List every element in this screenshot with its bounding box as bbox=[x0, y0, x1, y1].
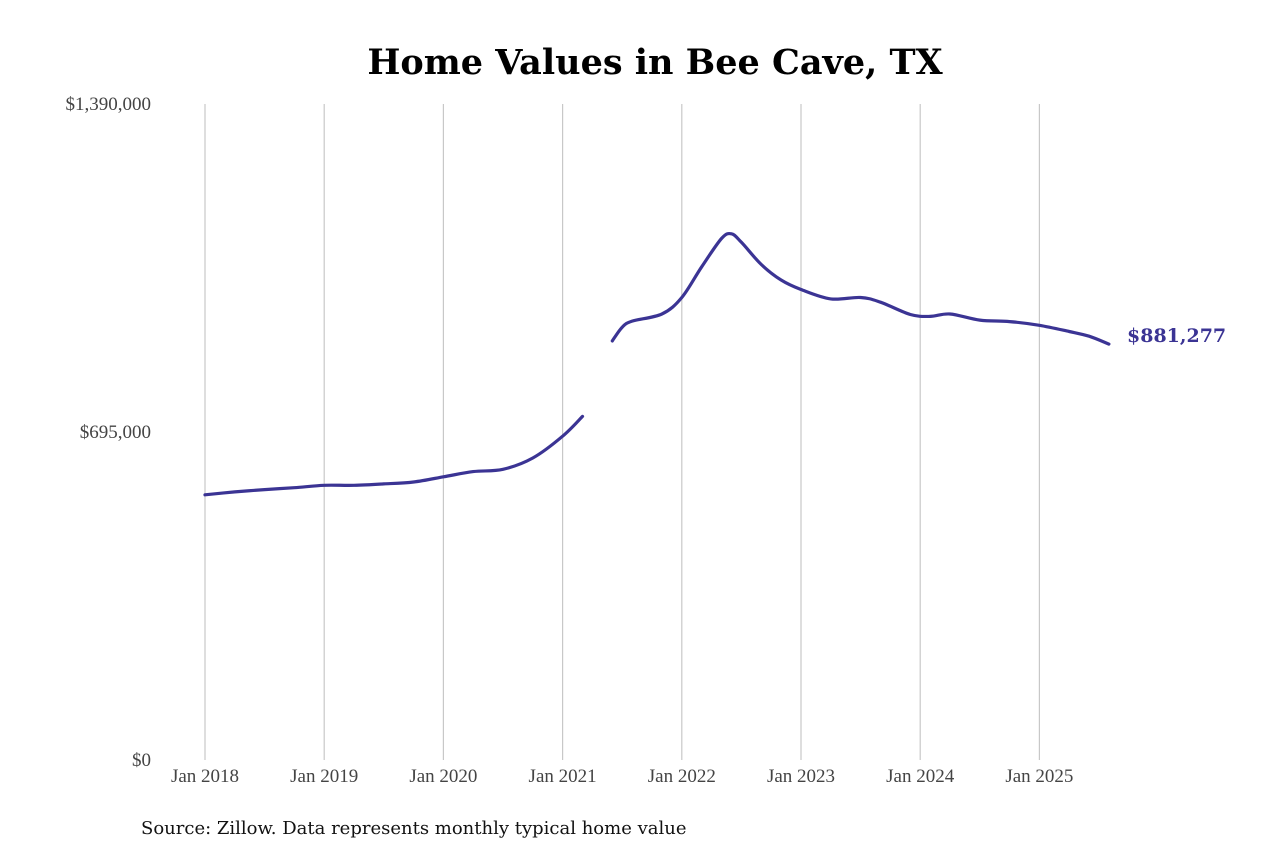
grid-lines bbox=[204, 104, 1041, 760]
y-tick-label-1: $695,000 bbox=[80, 422, 151, 443]
series-lines bbox=[203, 231, 1111, 497]
chart-title: Home Values in Bee Cave, TX bbox=[367, 42, 943, 83]
x-tick-label-1: Jan 2019 bbox=[290, 766, 358, 787]
x-tick-label-0: Jan 2018 bbox=[171, 766, 239, 787]
y-tick-label-0: $1,390,000 bbox=[66, 94, 152, 115]
x-tick-label-6: Jan 2024 bbox=[886, 766, 955, 787]
series-line-segment-1 bbox=[610, 231, 1111, 346]
end-value-label: $881,277 bbox=[1127, 325, 1226, 347]
x-tick-label-3: Jan 2021 bbox=[529, 766, 597, 787]
x-axis-ticks: Jan 2018 Jan 2019 Jan 2020 Jan 2021 Jan 2022… bbox=[171, 766, 1073, 787]
series-line-segment-0 bbox=[203, 414, 585, 497]
x-tick-label-5: Jan 2023 bbox=[767, 766, 835, 787]
x-tick-label-2: Jan 2020 bbox=[409, 766, 477, 787]
source-note: Source: Zillow. Data represents monthly … bbox=[141, 818, 687, 839]
x-tick-label-4: Jan 2022 bbox=[648, 766, 716, 787]
y-tick-label-2: $0 bbox=[132, 750, 151, 771]
y-axis-ticks: $1,390,000 $695,000 $0 bbox=[66, 94, 152, 771]
x-tick-label-7: Jan 2025 bbox=[1005, 766, 1073, 787]
